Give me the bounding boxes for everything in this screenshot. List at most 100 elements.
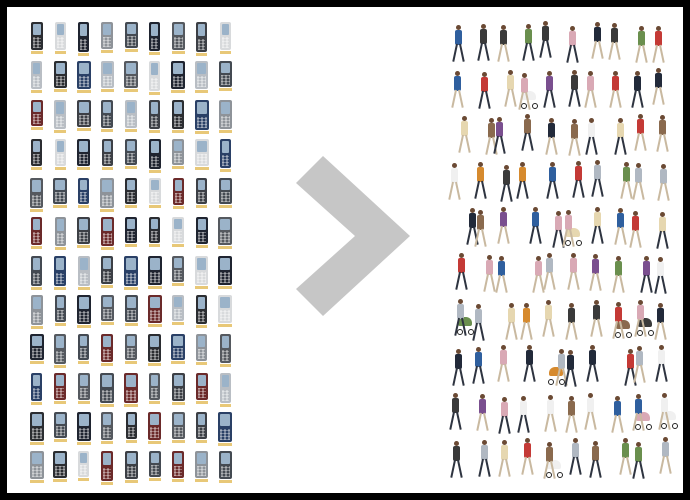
phone-thumbnail <box>124 22 138 52</box>
pedestrian-torso <box>570 74 578 90</box>
pedestrian-head <box>662 393 668 399</box>
phone-screen <box>103 141 111 152</box>
pedestrian-leg <box>593 363 600 382</box>
pedestrian-leg <box>448 411 455 430</box>
phone-thumbnail <box>171 61 186 93</box>
phone-screen <box>150 414 160 426</box>
phone-thumbnail <box>124 295 138 326</box>
pedestrian-leg <box>642 44 649 63</box>
phone-screen <box>126 297 136 308</box>
phone-keypad <box>174 192 182 203</box>
phone-thumbnail <box>30 100 43 130</box>
phone-screen <box>221 336 229 348</box>
pedestrian-head <box>592 441 598 447</box>
thumbnail-caption <box>53 479 68 482</box>
phone-thumbnail <box>54 256 67 290</box>
pedestrian-leg <box>608 42 614 61</box>
pedestrian-leg <box>476 412 482 431</box>
phone-keypad <box>56 37 64 48</box>
pedestrian-leg <box>614 136 620 155</box>
phone-screen <box>79 219 89 230</box>
thumbnail-caption <box>218 205 232 208</box>
pedestrian-figure <box>497 207 510 245</box>
pedestrian-leg <box>584 411 591 431</box>
pedestrian-head <box>478 210 484 216</box>
phone-screen <box>220 102 230 114</box>
pedestrian-torso <box>546 447 554 463</box>
pedestrian-leg <box>565 321 571 340</box>
phone-screen <box>127 336 135 347</box>
phone-keypad <box>220 428 231 440</box>
pedestrian-figure <box>453 299 467 337</box>
phone-screen <box>126 375 136 387</box>
pedestrian-torso <box>658 349 666 365</box>
phone-thumbnail <box>172 451 185 482</box>
thumbnail-caption <box>125 205 137 208</box>
phone-screen <box>126 63 136 74</box>
pedestrian-head <box>481 71 487 77</box>
pedestrian-torso <box>658 120 666 136</box>
pedestrian-torso <box>661 398 669 414</box>
thumbnail-caption <box>100 322 114 325</box>
phone-keypad <box>80 348 88 358</box>
phone-keypad <box>56 350 65 362</box>
pedestrian-leg <box>636 229 643 248</box>
pedestrian-torso <box>478 399 486 415</box>
pedestrian-head <box>547 395 553 401</box>
pedestrian-torso <box>535 261 543 277</box>
pedestrian-leg <box>551 137 558 156</box>
pedestrian-head <box>661 163 667 169</box>
pedestrian-head <box>455 24 461 30</box>
phone-screen <box>79 141 89 152</box>
phone-keypad <box>196 153 207 164</box>
pedestrian-head <box>568 302 574 308</box>
pedestrian-leg <box>638 181 645 200</box>
pedestrian-leg <box>631 89 637 108</box>
pedestrian-leg <box>485 136 492 155</box>
phone-thumbnail <box>196 22 208 56</box>
pedestrian-torso <box>591 446 599 462</box>
pedestrian-figure <box>620 162 634 200</box>
pedestrian-torso <box>549 167 557 183</box>
phone-keypad <box>221 349 229 361</box>
pedestrian-leg <box>571 368 577 387</box>
phone-thumbnail <box>78 451 90 481</box>
stroller-figure <box>634 412 654 431</box>
phone-keypad <box>56 115 65 127</box>
pedestrian-head <box>616 301 622 307</box>
pedestrian-figure <box>583 71 597 109</box>
pedestrian-torso <box>500 350 508 366</box>
pedestrian-leg <box>591 136 598 155</box>
phone-screen <box>33 258 41 270</box>
thumbnail-caption <box>171 361 186 364</box>
phone-thumbnail <box>125 139 137 169</box>
phone-keypad <box>174 270 183 280</box>
phone-screen <box>173 63 184 75</box>
phone-screen <box>32 24 41 36</box>
pedestrian-leg <box>640 275 646 294</box>
phone-thumbnail <box>77 256 90 290</box>
pedestrian-torso <box>657 307 665 323</box>
phone-thumbnail <box>148 334 162 366</box>
phone-thumbnail <box>29 412 44 445</box>
phone-keypad <box>149 310 160 321</box>
pedestrian-figure <box>655 344 669 383</box>
phone-thumbnail <box>125 217 137 247</box>
phone-keypad <box>33 153 41 164</box>
stroller-body <box>616 319 631 329</box>
pedestrian-leg <box>658 412 665 431</box>
pedestrian-leg <box>631 460 638 479</box>
phone-thumbnail <box>53 451 68 482</box>
pedestrian-torso <box>570 123 578 139</box>
pedestrian-head <box>571 69 577 75</box>
phone-screen <box>78 102 89 113</box>
phone-keypad <box>33 232 41 243</box>
pedestrian-leg <box>478 365 485 384</box>
phone-screen <box>198 297 206 309</box>
phone-keypad <box>126 36 136 46</box>
phone-screen <box>80 453 88 464</box>
stroller-body <box>457 317 472 327</box>
thumbnail-caption <box>54 401 67 404</box>
pedestrian-leg <box>448 182 455 201</box>
pedestrian-head <box>508 302 514 308</box>
